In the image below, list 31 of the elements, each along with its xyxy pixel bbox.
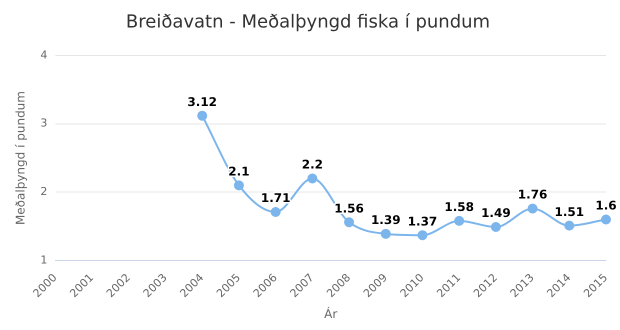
data-label: 1.76 xyxy=(518,188,548,202)
point xyxy=(380,228,391,239)
point xyxy=(490,222,501,232)
data-label: 1.39 xyxy=(370,212,401,227)
point xyxy=(197,110,208,121)
point xyxy=(601,214,611,224)
data-label: 1.49 xyxy=(481,206,511,220)
point xyxy=(307,174,318,184)
y-tick-label: 3 xyxy=(40,116,48,130)
y-tick-label: 4 xyxy=(40,48,48,62)
data-label: 1.58 xyxy=(444,200,474,214)
point xyxy=(528,204,538,214)
data-label: 1.56 xyxy=(334,201,364,216)
y-axis-title: Meðalþyngd í pundum xyxy=(13,91,28,226)
point xyxy=(454,216,464,226)
point xyxy=(344,217,354,228)
data-label: 2.1 xyxy=(228,164,250,178)
y-tick-label: 1 xyxy=(40,253,48,266)
x-axis-title: Ár xyxy=(324,306,338,321)
chart-title: Breiðavatn - Meðalþyngd fiska í pundum xyxy=(126,11,490,32)
data-label: 3.12 xyxy=(187,94,218,109)
data-label: 1.6 xyxy=(595,198,617,213)
data-label: 2.2 xyxy=(302,158,323,172)
data-label: 1.51 xyxy=(554,204,584,219)
point xyxy=(564,220,574,231)
data-label: 1.71 xyxy=(260,191,290,206)
data-label: 1.37 xyxy=(408,214,438,228)
point xyxy=(417,230,428,240)
point xyxy=(270,206,281,217)
point xyxy=(234,180,244,190)
y-tick-label: 2 xyxy=(40,185,48,198)
